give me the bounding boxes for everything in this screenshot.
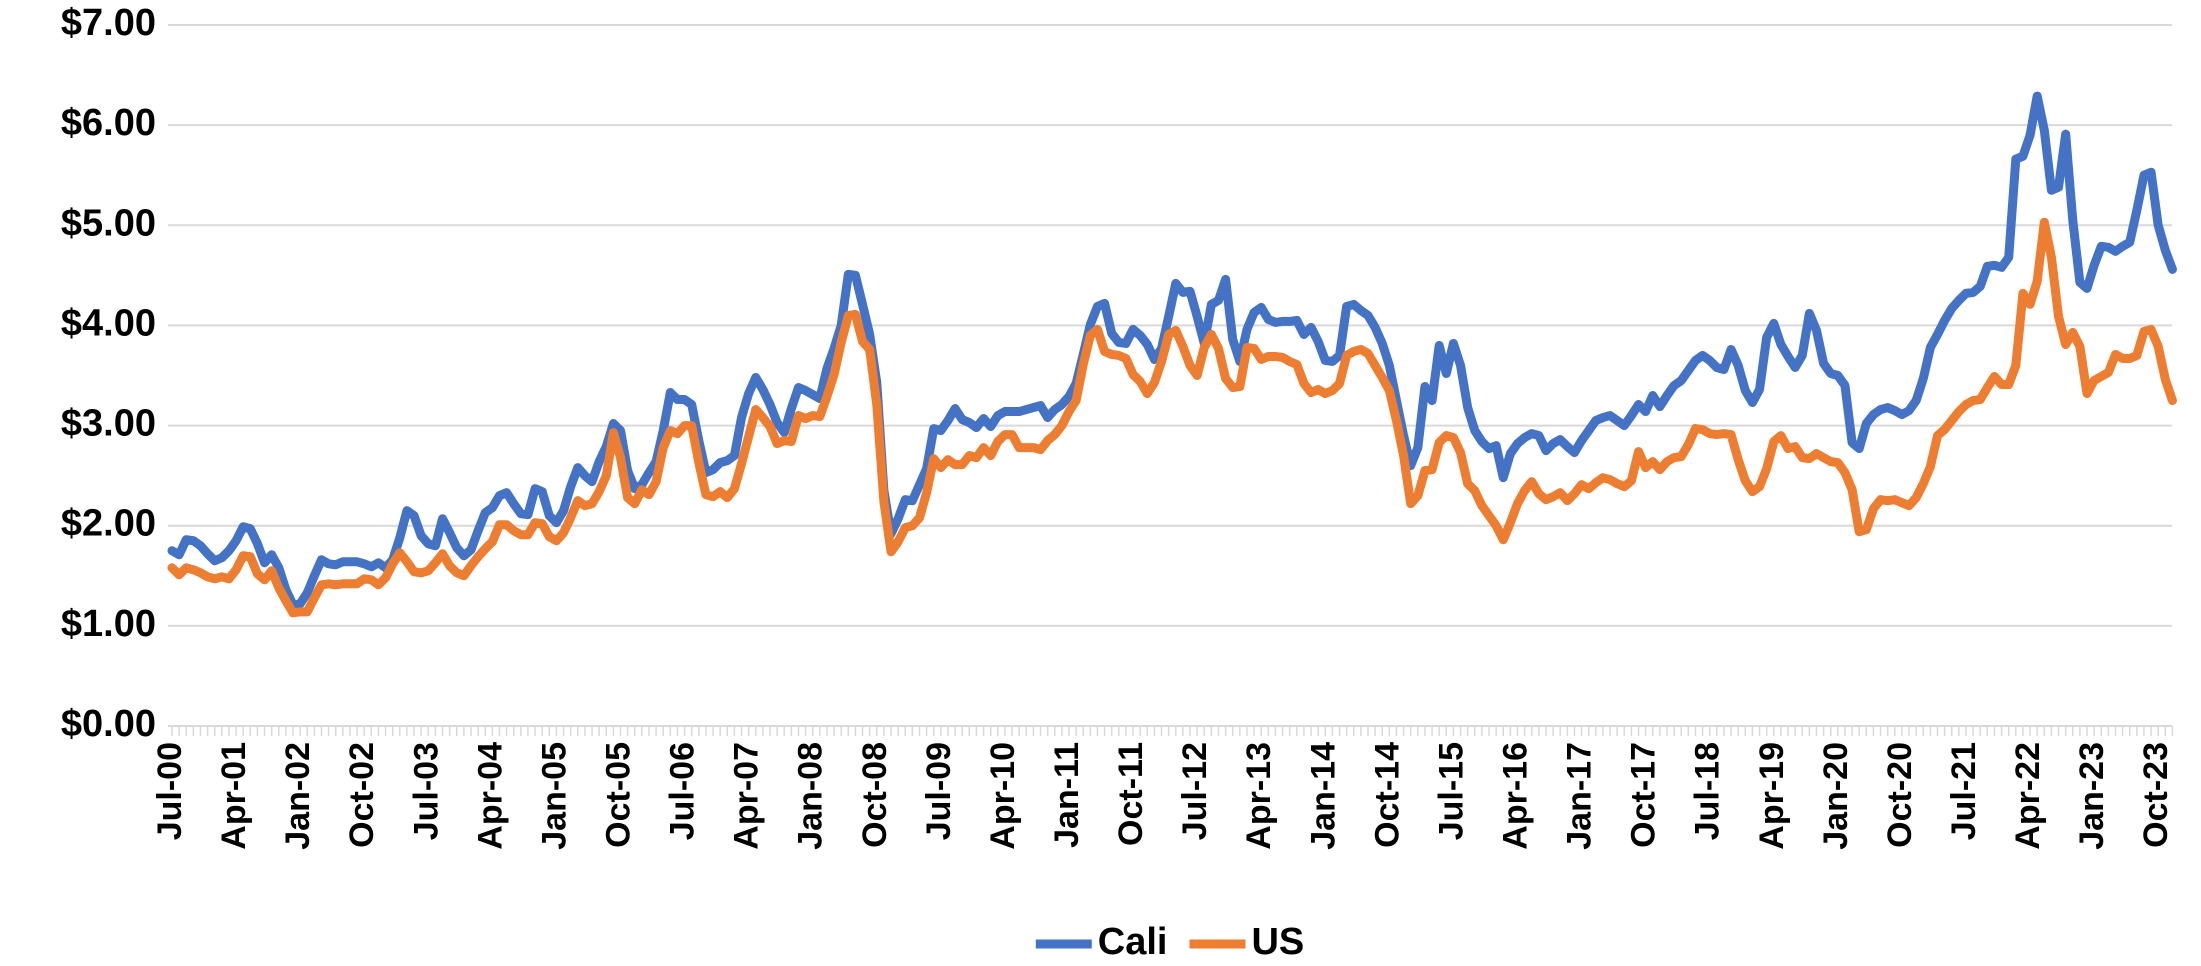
legend-label: US — [1251, 921, 1304, 963]
x-tick-label: Apr-22 — [2009, 742, 2047, 850]
x-tick-label: Jul-00 — [151, 742, 189, 840]
x-tick-label: Apr-01 — [215, 742, 253, 850]
x-tick-label: Jul-18 — [1689, 742, 1727, 840]
x-tick-label: Apr-19 — [1753, 742, 1791, 850]
y-tick-label: $3.00 — [61, 403, 156, 445]
y-tick-label: $2.00 — [61, 503, 156, 545]
y-tick-label: $6.00 — [61, 102, 156, 144]
x-tick-label: Jul-12 — [1176, 742, 1214, 840]
x-tick-label: Jan-08 — [792, 742, 830, 850]
x-tick-label: Oct-17 — [1625, 742, 1663, 848]
x-tick-label: Apr-10 — [984, 742, 1022, 850]
x-tick-label: Oct-11 — [1112, 742, 1150, 846]
x-tick-label: Apr-07 — [728, 742, 766, 850]
x-tick-label: Jul-15 — [1432, 742, 1470, 840]
legend-item: Cali — [1035, 921, 1168, 963]
x-tick-label: Jan-14 — [1304, 742, 1342, 850]
x-tick-label: Jan-02 — [279, 742, 317, 850]
y-tick-label: $5.00 — [61, 202, 156, 244]
x-tick-label: Jul-09 — [920, 742, 958, 840]
x-tick-label: Jul-06 — [664, 742, 702, 840]
series-line — [167, 217, 2177, 618]
x-tick-label: Oct-23 — [2137, 742, 2175, 848]
legend-item: US — [1189, 921, 1304, 963]
x-tick-label: Apr-16 — [1496, 742, 1534, 850]
y-tick-label: $4.00 — [61, 302, 156, 344]
x-tick-label: Oct-02 — [343, 742, 381, 848]
x-tick-label: Jul-21 — [1945, 742, 1983, 840]
x-tick-label: Apr-13 — [1240, 742, 1278, 850]
y-tick-label: $7.00 — [61, 2, 156, 44]
x-tick-label: Apr-04 — [471, 742, 509, 850]
legend-label: Cali — [1098, 921, 1168, 963]
x-tick-label: Oct-08 — [856, 742, 894, 848]
series-line — [167, 91, 2177, 610]
y-tick-label: $0.00 — [61, 703, 156, 745]
x-tick-label: Jan-11 — [1048, 742, 1086, 848]
x-tick-label: Oct-05 — [599, 742, 637, 848]
x-tick-label: Jan-23 — [2073, 742, 2111, 850]
x-tick-label: Jan-20 — [1817, 742, 1855, 850]
x-tick-label: Oct-14 — [1368, 742, 1406, 848]
x-tick-label: Jan-05 — [535, 742, 573, 850]
x-tick-label: Jan-17 — [1561, 742, 1599, 850]
x-tick-label: Oct-20 — [1881, 742, 1919, 848]
x-tick-label: Jul-03 — [407, 742, 445, 840]
y-tick-label: $1.00 — [61, 603, 156, 645]
